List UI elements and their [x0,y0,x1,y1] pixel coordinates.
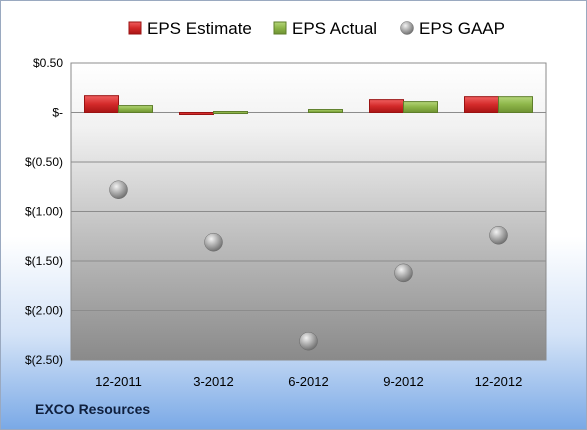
legend-eps-estimate-label: EPS Estimate [147,19,252,38]
eps-actual-bar [403,101,438,114]
eps-actual-bar [498,96,533,114]
x-tick-label: 12-2011 [95,374,142,389]
eps-actual-bar [118,105,153,113]
legend-eps-gaap-swatch [400,21,414,35]
y-tick-label: $(2.00) [25,304,63,318]
eps-estimate-bar [464,96,499,114]
y-tick-label: $- [52,106,63,120]
eps-actual-bar [213,111,248,115]
y-tick-label: $(0.50) [25,155,63,169]
eps-actual-bar [308,109,343,113]
legend: EPS Estimate EPS Actual EPS GAAP [128,19,505,38]
legend-eps-gaap-label: EPS GAAP [419,19,505,38]
eps-gaap-point [204,232,223,252]
legend-eps-actual-swatch [273,21,287,35]
eps-estimate-bar [179,112,214,115]
x-tick-label: 6-2012 [288,374,328,389]
plot-area: $0.50 $- $(0.50) $(1.00) $(1.50) $(2.00) $(2.5… [25,56,547,389]
eps-gaap-point [299,331,318,351]
eps-gaap-point [489,226,508,245]
x-tick-label: 3-2012 [193,374,233,389]
y-tick-label: $(1.00) [25,205,63,219]
eps-estimate-bar [84,95,119,113]
legend-eps-actual-label: EPS Actual [292,19,377,38]
y-tick-label: $(2.50) [25,353,63,367]
eps-gaap-point [109,180,128,199]
y-tick-label: $(1.50) [25,254,63,268]
x-tick-label: 12-2012 [475,374,523,389]
x-tick-label: 9-2012 [383,374,423,389]
eps-gaap-point [394,263,413,283]
company-name: EXCO Resources [35,401,151,417]
legend-eps-estimate-swatch [128,21,142,35]
eps-estimate-bar [369,99,404,113]
y-tick-label: $0.50 [33,56,63,70]
